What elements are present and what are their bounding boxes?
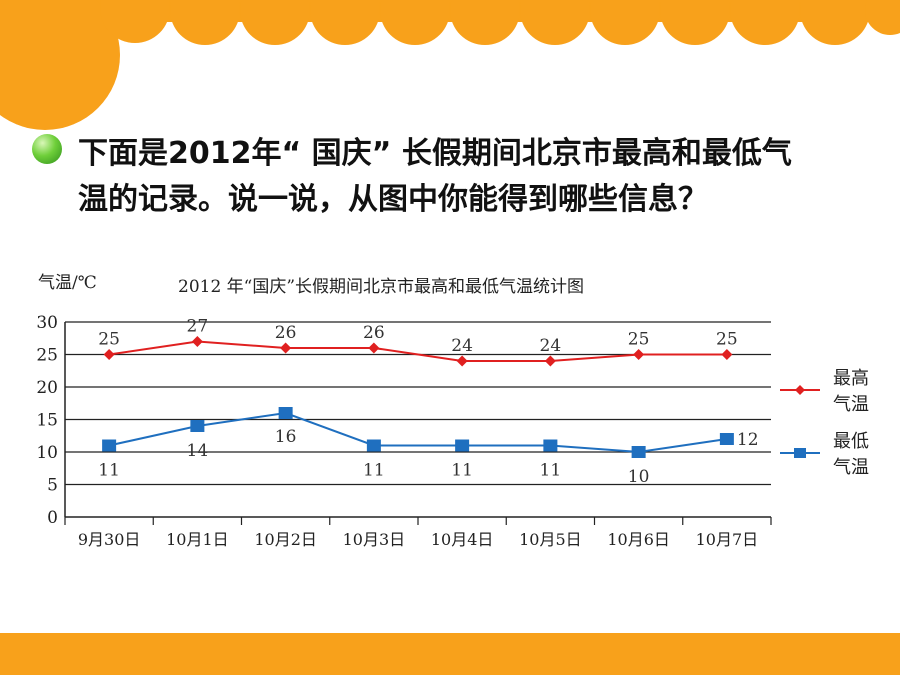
legend-marker — [795, 385, 805, 395]
y-tick-label: 5 — [47, 476, 58, 496]
x-tick-label: 9月30日 — [78, 530, 141, 549]
y-tick-label: 30 — [36, 313, 58, 333]
data-point — [455, 439, 470, 452]
x-tick-label: 10月4日 — [431, 530, 494, 549]
data-label: 24 — [540, 336, 562, 356]
data-point — [190, 420, 205, 432]
data-point — [543, 439, 558, 452]
data-label: 10 — [628, 467, 650, 487]
x-tick-label: 10月7日 — [696, 530, 759, 549]
data-point — [633, 349, 645, 360]
data-point — [719, 433, 734, 445]
x-tick-label: 10月5日 — [519, 530, 582, 549]
green-ball-icon — [32, 134, 62, 164]
y-tick-label: 10 — [36, 443, 58, 463]
bottom-orange-bar — [0, 633, 900, 675]
legend-label: 气温 — [833, 394, 869, 415]
chart-title: 2012 年“国庆”长假期间北京市最高和最低气温统计图 — [178, 277, 584, 297]
temperature-line-chart: 2012 年“国庆”长假期间北京市最高和最低气温统计图 气温/℃ 0 5 10 15 2… — [36, 273, 869, 549]
data-label: 25 — [716, 330, 738, 350]
data-label: 11 — [451, 461, 473, 481]
data-label: 16 — [275, 427, 297, 447]
legend-label: 最高 — [833, 368, 869, 389]
y-tick-label: 0 — [47, 508, 58, 528]
data-point — [544, 355, 556, 367]
data-point — [103, 349, 115, 360]
data-label: 25 — [628, 330, 650, 350]
legend-marker — [794, 448, 806, 458]
legend-label: 最低 — [833, 431, 869, 452]
data-label: 26 — [275, 323, 297, 343]
data-label: 24 — [451, 336, 473, 356]
legend-label: 气温 — [833, 457, 869, 478]
data-label: 27 — [187, 317, 209, 337]
data-point — [368, 342, 380, 354]
data-label: 11 — [363, 461, 385, 481]
series-line — [108, 411, 728, 454]
top-cloud-decoration — [0, 0, 900, 130]
data-point — [721, 349, 733, 360]
series-line — [108, 340, 727, 362]
data-point — [280, 342, 292, 354]
data-point — [278, 407, 293, 419]
y-tick-label: 25 — [36, 346, 58, 366]
x-tick-label: 10月1日 — [166, 530, 229, 549]
chart-axes: 0 5 10 15 20 25 30 9月30日 10月1日 10月2日 10月3日 10月4日 10月… — [36, 313, 772, 549]
data-point — [366, 439, 381, 452]
x-tick-label: 10月3日 — [343, 530, 406, 549]
data-point — [631, 446, 646, 458]
data-point — [102, 439, 117, 452]
chart-series: 25 27 26 26 24 24 25 25 11 14 16 11 11 11 10 12 — [98, 317, 758, 488]
y-axis-label: 气温/℃ — [38, 273, 97, 293]
data-label: 11 — [540, 461, 562, 481]
y-tick-label: 15 — [36, 411, 58, 431]
question-line-1: 下面是2012年“ 国庆” 长假期间北京市最高和最低气 — [78, 136, 792, 171]
data-label: 26 — [363, 323, 385, 343]
data-label: 25 — [98, 330, 120, 350]
data-point — [191, 336, 203, 347]
y-tick-label: 20 — [36, 378, 58, 398]
data-label: 14 — [187, 441, 209, 461]
question-line-2: 温的记录。说一说，从图中你能得到哪些信息？ — [78, 182, 708, 217]
data-label: 11 — [98, 461, 120, 481]
data-point — [456, 355, 468, 367]
data-label: 12 — [737, 430, 759, 450]
x-tick-label: 10月6日 — [607, 530, 670, 549]
x-tick-label: 10月2日 — [254, 530, 317, 549]
